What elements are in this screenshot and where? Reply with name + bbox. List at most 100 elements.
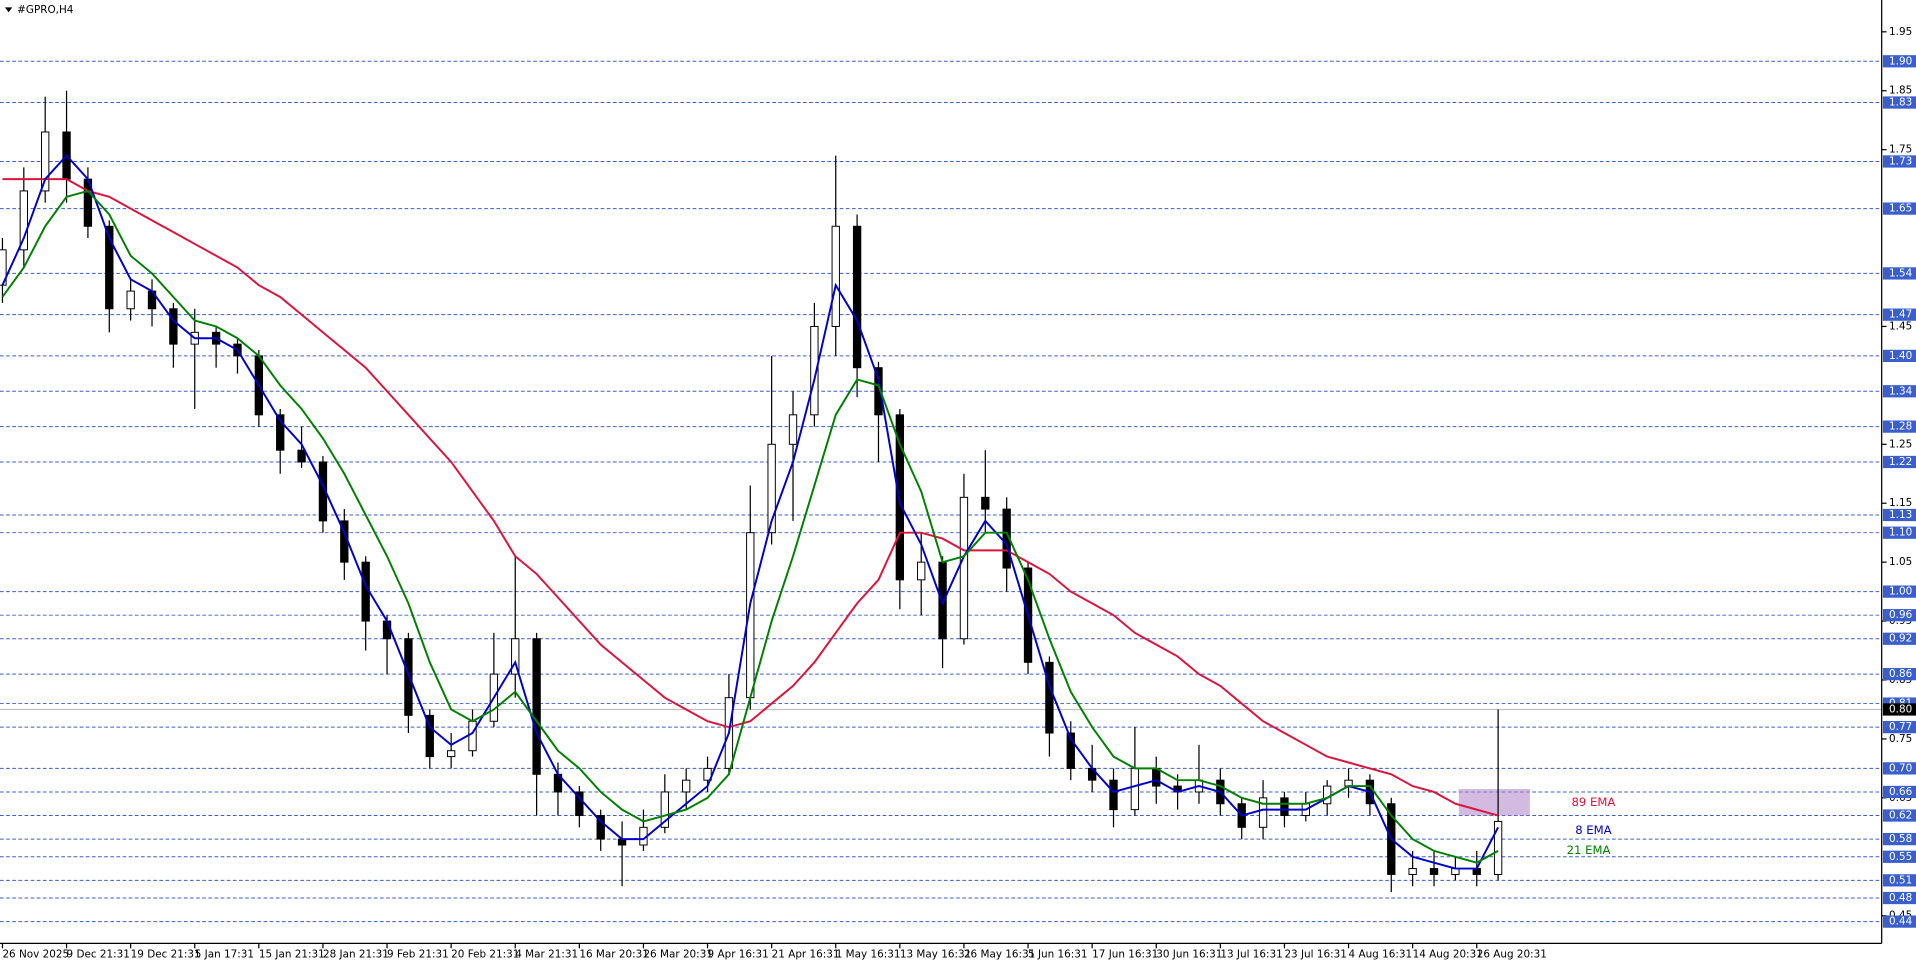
level-label-box xyxy=(1882,202,1916,215)
level-label: 1.13 xyxy=(1889,509,1912,521)
candle-body xyxy=(1408,868,1417,875)
candle-body xyxy=(959,496,969,640)
ema-line xyxy=(1,189,1499,864)
x-tick-label: 9 Apr 16:31 xyxy=(708,948,769,960)
level-label: 0.62 xyxy=(1889,810,1912,822)
x-tick-label: 26 Aug 20:31 xyxy=(1477,948,1547,960)
level-label: 1.40 xyxy=(1889,350,1912,362)
level-label-box xyxy=(1882,385,1916,398)
level-label: 1.90 xyxy=(1889,55,1912,67)
candle-body xyxy=(682,779,691,793)
level-label: 0.96 xyxy=(1889,609,1912,621)
x-tick-label: 4 Mar 21:31 xyxy=(515,948,578,960)
candle-body xyxy=(660,791,669,828)
level-label: 1.22 xyxy=(1889,456,1912,468)
candle-body xyxy=(1045,661,1054,734)
level-label: 1.10 xyxy=(1889,527,1912,539)
candle-body xyxy=(1066,732,1075,769)
legend-label: 89 EMA xyxy=(1572,795,1616,809)
level-label: 1.54 xyxy=(1889,267,1913,279)
level-label-box xyxy=(1882,526,1916,539)
candle-body xyxy=(1429,868,1439,875)
level-label-box xyxy=(1882,667,1916,681)
marks-layer xyxy=(0,90,1530,893)
candle-body xyxy=(1493,820,1503,875)
candle-body xyxy=(917,561,926,581)
ema-line xyxy=(2,178,1499,817)
level-label-box xyxy=(1882,874,1916,887)
x-tick-label: 26 Mar 20:31 xyxy=(643,948,713,960)
candle-body xyxy=(468,720,477,752)
x-tick-label: 9 Feb 21:31 xyxy=(387,948,449,960)
y-tick-label: 1.75 xyxy=(1889,144,1912,156)
level-label-box xyxy=(1882,809,1916,822)
candle-body xyxy=(1323,785,1332,805)
x-tick-label: 4 Aug 16:31 xyxy=(1349,948,1413,960)
candle-body xyxy=(511,638,520,675)
grid-layer xyxy=(0,60,1882,923)
candle-body xyxy=(1280,797,1289,817)
y-tick-label: 1.85 xyxy=(1889,85,1912,97)
level-label-box xyxy=(1882,267,1916,280)
candle-body xyxy=(41,131,50,192)
candle-body xyxy=(767,443,776,534)
level-label-box xyxy=(1882,915,1916,928)
level-label: 0.70 xyxy=(1889,762,1912,774)
chart-title: #GPRO,H4 xyxy=(17,4,74,16)
level-label-box xyxy=(1882,308,1916,321)
level-label: 0.55 xyxy=(1889,851,1912,863)
level-label-box xyxy=(1882,155,1916,168)
x-tick-label: 26 Nov 2025 xyxy=(2,948,69,960)
level-label: 0.86 xyxy=(1889,668,1912,680)
candle-body xyxy=(895,414,905,581)
level-label-box xyxy=(1882,420,1916,433)
candle-body xyxy=(703,767,712,781)
x-tick-label: 5 Jun 16:31 xyxy=(1028,948,1088,960)
menu-arrow[interactable] xyxy=(4,7,13,13)
level-label: 1.28 xyxy=(1889,421,1912,433)
y-tick-label: 1.05 xyxy=(1889,556,1912,568)
x-tick-label: 13 May 16:31 xyxy=(900,948,971,960)
x-tick-label: 28 Jan 21:31 xyxy=(323,948,389,960)
x-tick-label: 16 Mar 20:31 xyxy=(579,948,649,960)
candle-body xyxy=(1258,797,1268,828)
candle-body xyxy=(276,414,285,451)
x-tick-label: 17 Jun 16:31 xyxy=(1092,948,1158,960)
candle-body xyxy=(852,225,862,369)
level-label-box xyxy=(1882,891,1916,905)
level-label-box xyxy=(1882,55,1916,68)
level-label-box xyxy=(1882,455,1916,469)
x-tick-label: 5 Jan 17:31 xyxy=(195,948,254,960)
x-tick-label: 30 Jun 16:31 xyxy=(1156,948,1222,960)
level-label-box xyxy=(1882,609,1916,622)
candle-body xyxy=(788,414,798,445)
candle-body xyxy=(105,225,114,310)
ema-line xyxy=(1,154,1499,870)
candle-body xyxy=(831,225,840,327)
current-price-label: 0.80 xyxy=(1889,703,1912,715)
level-label: 1.34 xyxy=(1889,385,1913,397)
y-tick-label: 1.15 xyxy=(1889,497,1912,509)
y-tick-label: 1.45 xyxy=(1889,320,1912,332)
level-label-box xyxy=(1882,832,1916,846)
level-label-box xyxy=(1882,721,1916,734)
x-tick-label: 9 Dec 21:31 xyxy=(67,948,130,960)
level-label-box xyxy=(1882,349,1916,363)
candle-body xyxy=(1109,779,1118,811)
candle-body xyxy=(446,750,456,758)
level-label-box xyxy=(1882,762,1916,775)
level-label-box xyxy=(1882,632,1916,645)
x-tick-label: 20 Feb 21:31 xyxy=(451,948,519,960)
x-tick-label: 14 Aug 20:31 xyxy=(1413,948,1483,960)
level-label: 0.44 xyxy=(1889,916,1913,928)
candle-body xyxy=(810,325,819,416)
level-label-box xyxy=(1882,785,1916,799)
candle-body xyxy=(938,561,947,640)
candle-body xyxy=(425,714,434,758)
x-tick-label: 1 May 16:31 xyxy=(836,948,901,960)
level-label-box xyxy=(1882,508,1916,522)
